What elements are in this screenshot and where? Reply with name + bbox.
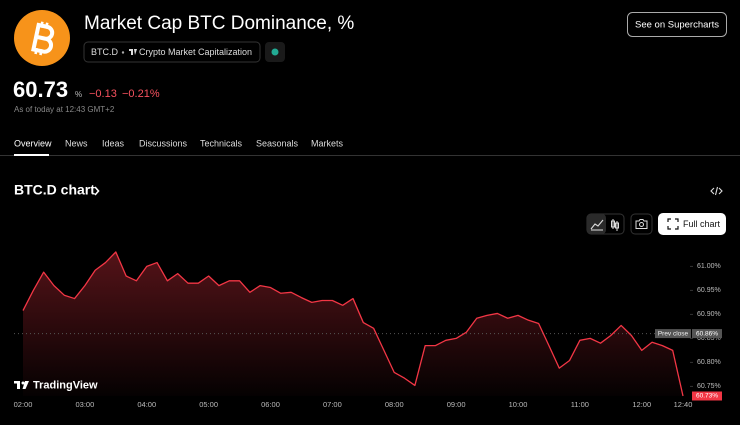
y-tick-label: 60.85% — [697, 335, 721, 342]
prev-close-value: 60.86% — [696, 330, 718, 337]
y-tick-label: 61.00% — [697, 263, 721, 270]
fullscreen-icon — [667, 218, 679, 230]
separator-dot — [121, 51, 125, 54]
watermark: TradingView — [33, 379, 98, 391]
x-tick-label: 03:00 — [75, 400, 94, 409]
tab[interactable]: Ideas — [102, 138, 125, 148]
area-style-button[interactable] — [587, 214, 606, 234]
tab[interactable]: News — [65, 138, 88, 148]
area-icon — [590, 219, 604, 231]
x-tick-label: 04:00 — [137, 400, 156, 409]
active-tab-underline — [14, 154, 49, 156]
x-tick-label: 02:00 — [14, 400, 33, 409]
y-tick-label: 60.90% — [697, 311, 721, 318]
x-tick-label: 10:00 — [509, 400, 528, 409]
tradingview-small-logo — [129, 49, 137, 55]
symbol-badge[interactable] — [83, 41, 261, 63]
last-price-label: 60.73% — [696, 393, 718, 400]
bitcoin-logo — [14, 10, 70, 66]
candles-icon[interactable] — [611, 219, 619, 231]
full-chart-label: Full chart — [683, 219, 721, 229]
source: Crypto Market Capitalization — [139, 47, 252, 57]
camera-lens — [639, 222, 644, 227]
chart-title-chevron — [94, 186, 100, 196]
y-tick-label: 60.80% — [697, 359, 721, 366]
tab-bar: Overview News Ideas Discussions Technicals Se… — [14, 138, 344, 148]
price-unit: % — [75, 90, 82, 99]
x-tick-label: 06:00 — [261, 400, 280, 409]
x-tick-label: 09:00 — [447, 400, 466, 409]
prev-close-tag — [655, 329, 691, 339]
tab[interactable]: Markets — [311, 138, 344, 148]
tradingview-logo — [14, 381, 29, 389]
snapshot-button[interactable] — [630, 213, 653, 235]
x-tick-label: 12:40 — [674, 400, 693, 409]
symbol: BTC.D — [91, 47, 119, 57]
price-line — [22, 251, 684, 397]
timestamp: As of today at 12:43 GMT+2 — [14, 105, 115, 114]
tab[interactable]: Overview — [14, 138, 52, 148]
chart-title[interactable]: BTC.D chart — [14, 182, 95, 198]
y-tick-label: 60.75% — [697, 383, 721, 390]
tab[interactable]: Discussions — [139, 138, 188, 148]
x-tick-label: 11:00 — [571, 400, 589, 409]
page-title: Market Cap BTC Dominance, % — [84, 13, 354, 34]
area — [23, 252, 683, 396]
supercharts-button[interactable] — [627, 12, 727, 37]
last-price-tag — [692, 391, 722, 401]
x-tick-label: 05:00 — [199, 400, 218, 409]
price: 60.73 — [13, 77, 68, 102]
tab[interactable]: Seasonals — [256, 138, 299, 148]
change-percent: −0.21% — [122, 88, 160, 100]
chart-plot: 61.00% 60.95% 60.90% 60.85% 60.80% 60.75% 02:0… — [14, 251, 722, 409]
supercharts-button-label: See on Supercharts — [635, 20, 719, 31]
prev-close-title: Prev close — [658, 330, 689, 337]
x-tick-label: 12:00 — [632, 400, 651, 409]
camera-icon — [635, 219, 648, 229]
x-tick-label: 07:00 — [323, 400, 342, 409]
change: −0.13 — [89, 88, 117, 100]
prev-close-value-tag — [692, 329, 722, 339]
tab[interactable]: Technicals — [200, 138, 243, 148]
embed-icon[interactable] — [710, 186, 723, 196]
x-tick-label: 08:00 — [385, 400, 404, 409]
market-status-dot — [271, 48, 279, 56]
y-tick-label: 60.95% — [697, 287, 721, 294]
